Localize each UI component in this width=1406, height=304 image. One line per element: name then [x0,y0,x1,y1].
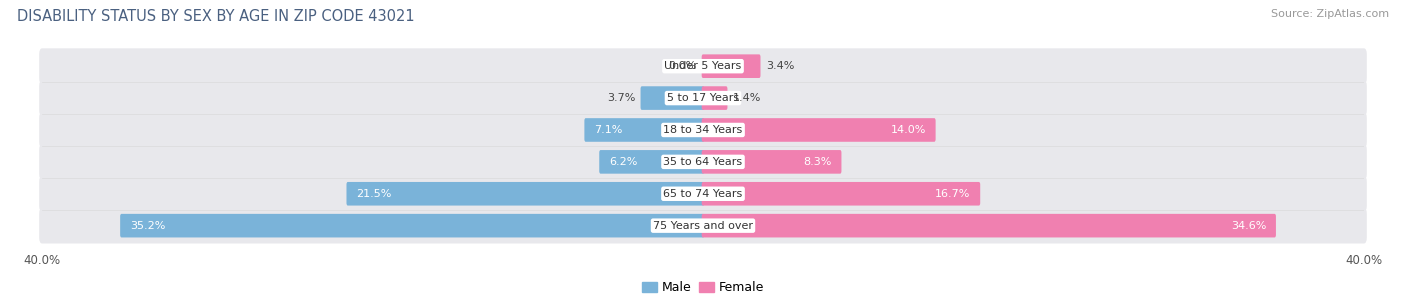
FancyBboxPatch shape [39,176,1367,212]
Text: 7.1%: 7.1% [593,125,623,135]
FancyBboxPatch shape [585,118,704,142]
FancyBboxPatch shape [599,150,704,174]
Text: 0.0%: 0.0% [668,61,696,71]
Text: 35.2%: 35.2% [129,221,165,231]
Text: 5 to 17 Years: 5 to 17 Years [666,93,740,103]
Text: 16.7%: 16.7% [935,189,970,199]
Text: 21.5%: 21.5% [356,189,391,199]
FancyBboxPatch shape [702,214,1275,237]
FancyBboxPatch shape [39,144,1367,180]
Text: 1.4%: 1.4% [733,93,761,103]
Text: Under 5 Years: Under 5 Years [665,61,741,71]
Text: 6.2%: 6.2% [609,157,637,167]
FancyBboxPatch shape [702,118,935,142]
Text: 3.4%: 3.4% [766,61,794,71]
FancyBboxPatch shape [120,214,704,237]
Text: Source: ZipAtlas.com: Source: ZipAtlas.com [1271,9,1389,19]
Text: 65 to 74 Years: 65 to 74 Years [664,189,742,199]
FancyBboxPatch shape [702,150,841,174]
FancyBboxPatch shape [346,182,704,206]
Text: 34.6%: 34.6% [1232,221,1267,231]
Text: 75 Years and over: 75 Years and over [652,221,754,231]
Text: DISABILITY STATUS BY SEX BY AGE IN ZIP CODE 43021: DISABILITY STATUS BY SEX BY AGE IN ZIP C… [17,9,415,24]
FancyBboxPatch shape [702,182,980,206]
Legend: Male, Female: Male, Female [637,276,769,299]
Text: 8.3%: 8.3% [803,157,832,167]
Text: 18 to 34 Years: 18 to 34 Years [664,125,742,135]
FancyBboxPatch shape [39,48,1367,84]
FancyBboxPatch shape [702,86,727,110]
FancyBboxPatch shape [39,112,1367,148]
FancyBboxPatch shape [39,80,1367,116]
Text: 3.7%: 3.7% [607,93,636,103]
Text: 14.0%: 14.0% [890,125,927,135]
Text: 35 to 64 Years: 35 to 64 Years [664,157,742,167]
FancyBboxPatch shape [641,86,704,110]
FancyBboxPatch shape [39,208,1367,244]
FancyBboxPatch shape [702,54,761,78]
